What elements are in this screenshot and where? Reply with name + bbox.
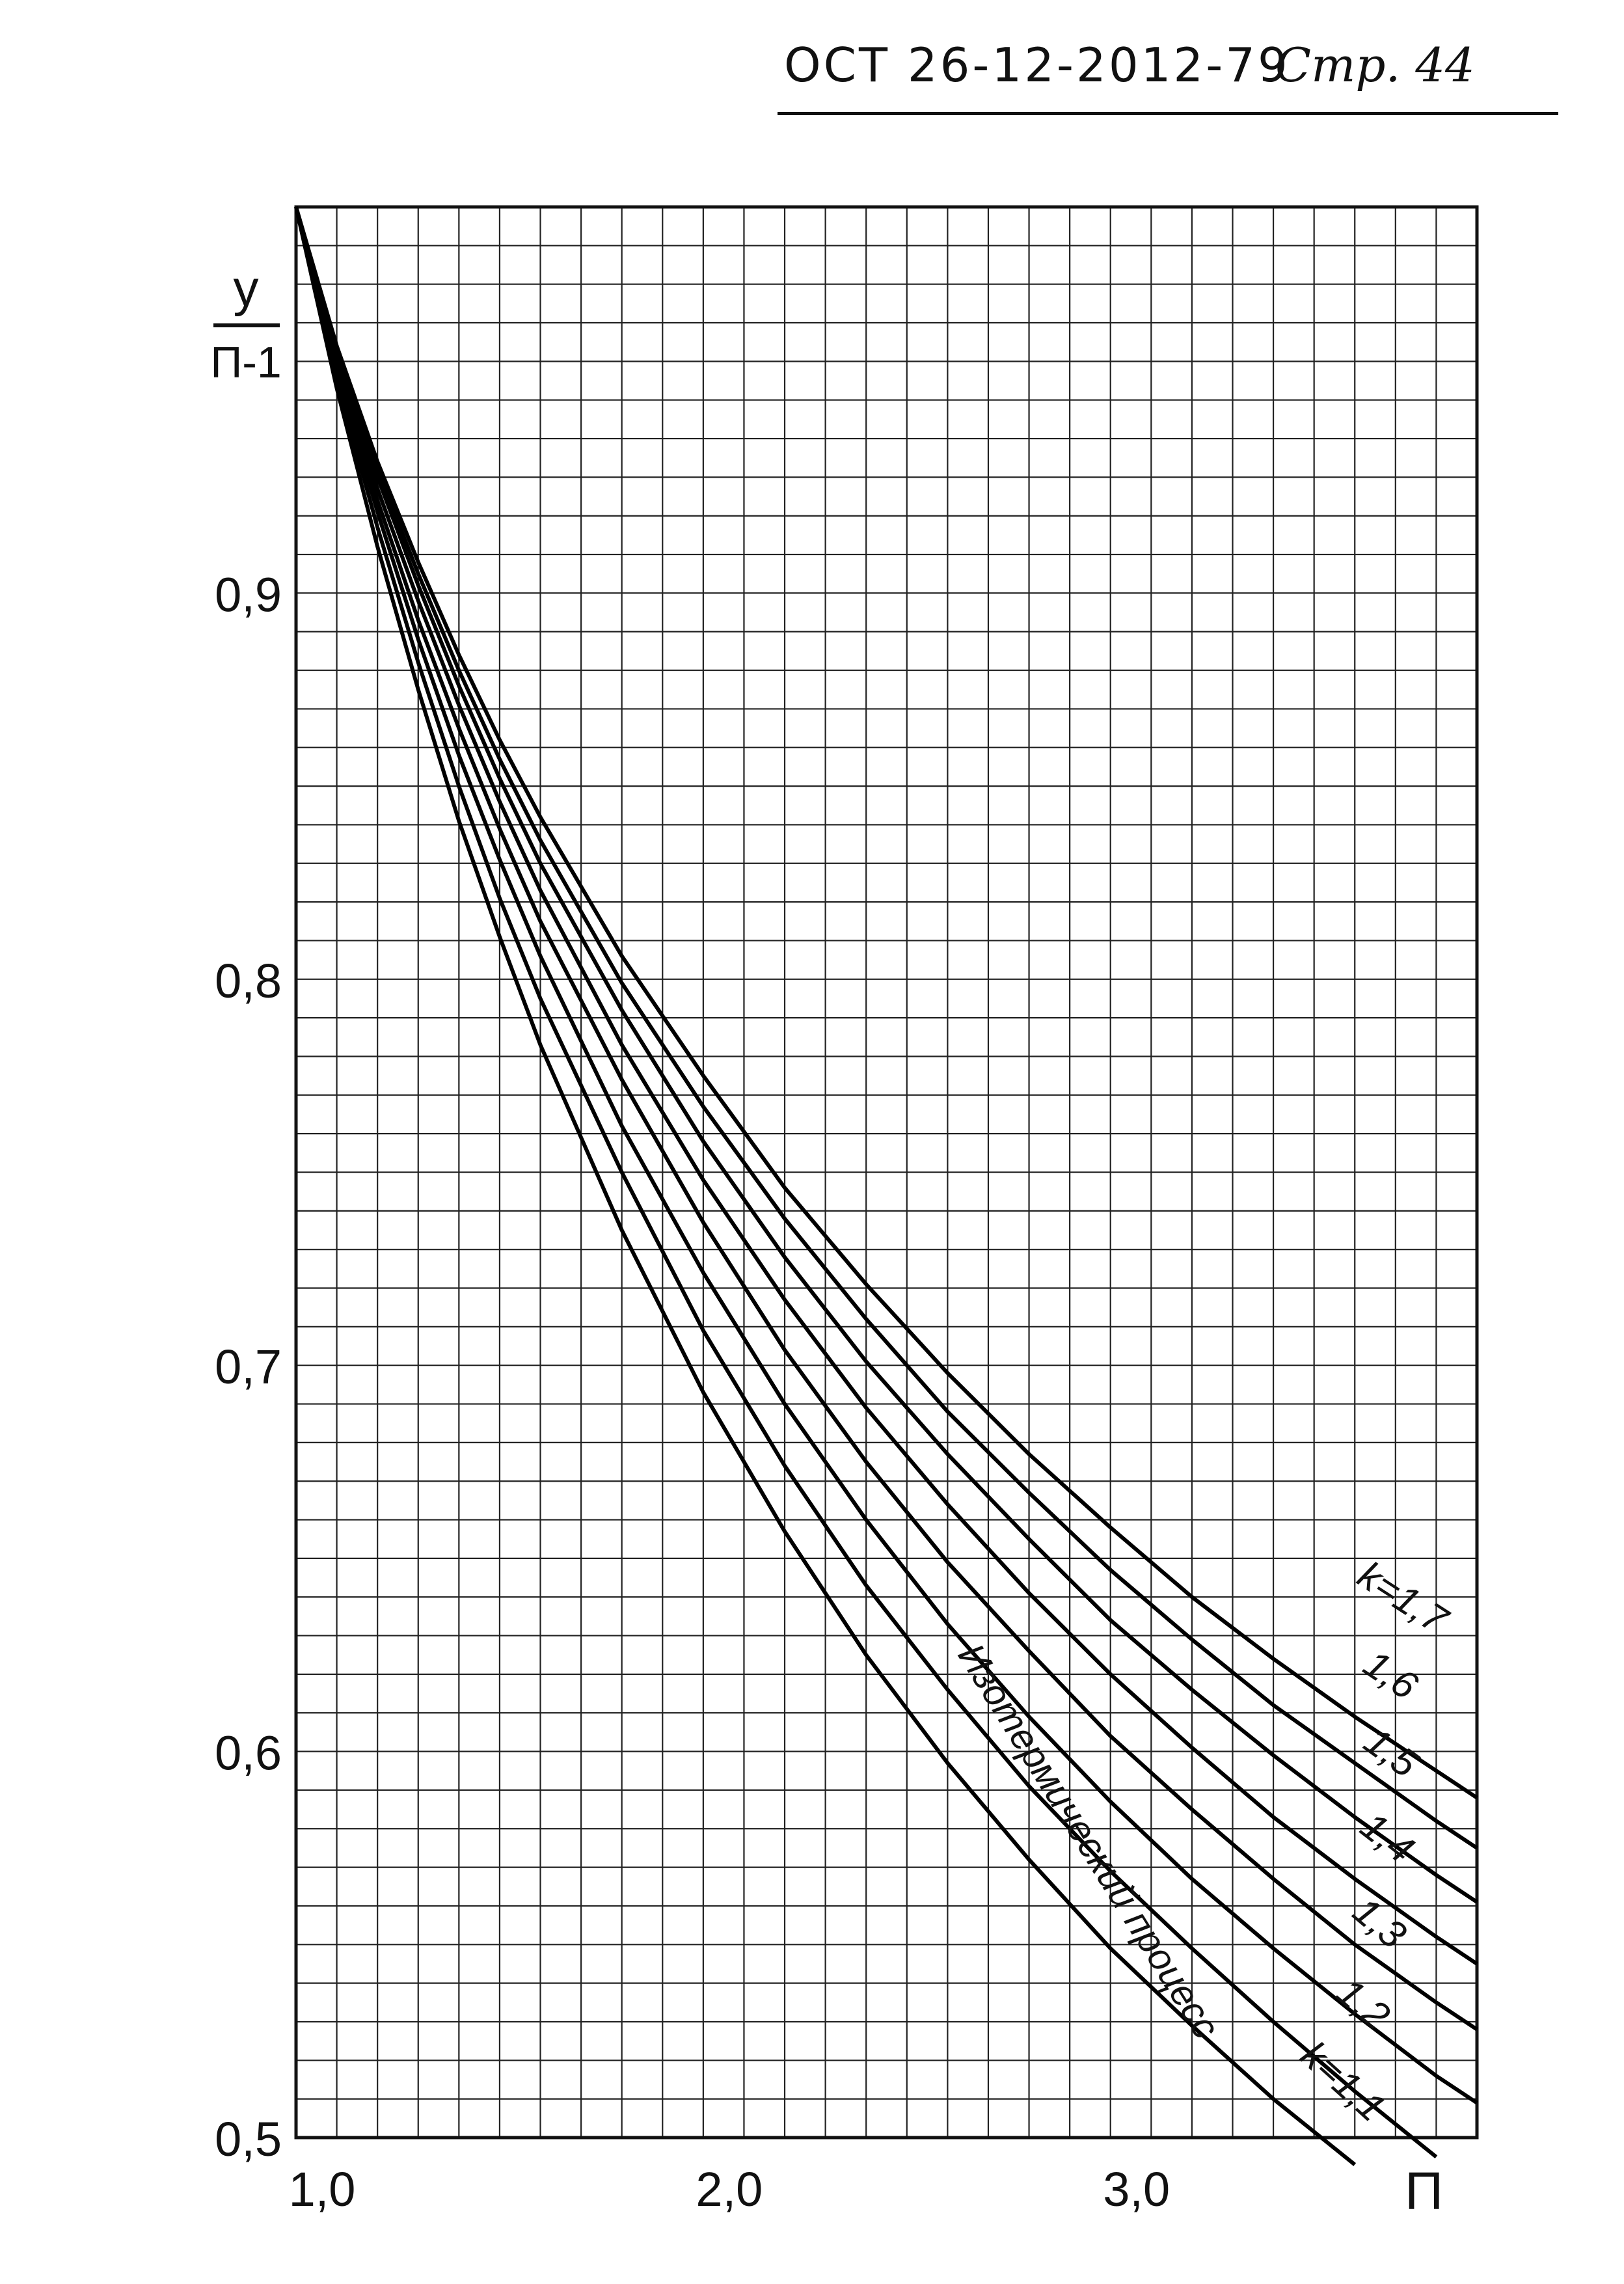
curve-label-4: 1,4 [1353,1804,1422,1871]
y-tick-label: 0,7 [215,1340,282,1394]
x-tick-label: 3,0 [1103,2162,1170,2216]
curve-label-6: 1,6 [1356,1642,1426,1709]
series-line-5 [294,206,1478,1904]
x-tick-label: 1,0 [289,2162,356,2216]
grid [295,206,1478,2139]
tick-labels: 1,0 2,0 3,0 0,5 0,6 0,7 0,8 0,9 [215,567,1170,2216]
curve-label-1: k=1,1 [1293,2033,1394,2130]
series-line-7 [294,206,1478,1800]
series-line-4 [294,206,1478,1966]
series-line-3 [294,206,1478,2032]
document-number: ОСТ 26-12-2012-79 [784,38,1290,92]
curve-label-2: 1,2 [1329,1970,1398,2038]
plot-frame [294,205,1479,2140]
series-line-0 [294,206,1357,2166]
page-header: ОСТ 26-12-2012-79 Стр. 44 [0,0,1624,143]
y-tick-label: 0,9 [215,567,282,621]
series-line-1 [294,206,1438,2159]
y-tick-label: 0,6 [215,1726,282,1780]
page-number: Стр. 44 [1275,38,1475,92]
y-tick-label: 0,8 [215,954,282,1008]
series-group [294,206,1478,2166]
x-tick-label: 2,0 [696,2162,763,2216]
y-tick-label: 0,5 [215,2112,282,2166]
header-underline [778,112,1558,115]
axis-labels: у П-1 П [210,260,1443,2221]
y-axis-label-denominator: П-1 [210,338,281,387]
series-line-2 [294,206,1478,2105]
curve-label-7: k=1,7 [1350,1553,1456,1642]
series-line-6 [294,206,1478,1850]
y-axis-label-numerator: у [234,260,259,317]
curve-label-5: 1,5 [1357,1719,1426,1786]
curve-labels: Изотермический процессk=1,11,21,31,41,51… [950,1553,1457,2130]
curve-label-0: Изотермический процесс [950,1637,1228,2046]
x-axis-label: П [1405,2162,1443,2221]
